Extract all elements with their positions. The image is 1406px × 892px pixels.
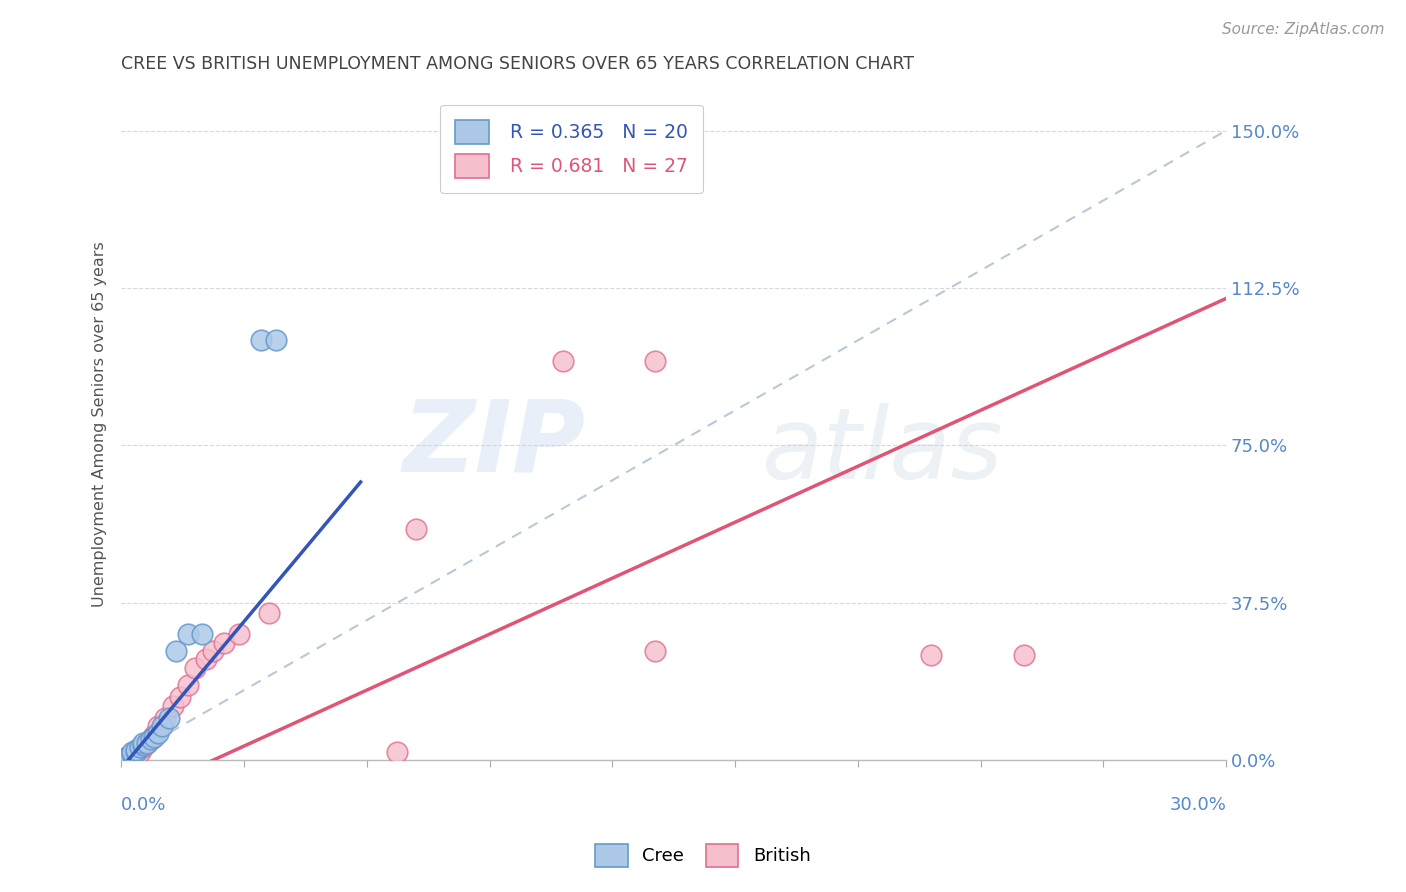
Legend: Cree, British: Cree, British [588, 837, 818, 874]
Point [155, 711, 177, 725]
Point [644, 354, 666, 368]
Point [1012, 648, 1035, 662]
Point [387, 745, 409, 759]
Point [228, 627, 250, 641]
Point [162, 698, 184, 713]
Point [644, 644, 666, 658]
Point [139, 732, 162, 747]
Point [125, 745, 148, 759]
Point [117, 748, 139, 763]
Point [132, 739, 155, 753]
Point [128, 740, 150, 755]
Point [139, 732, 162, 747]
Point [264, 334, 287, 348]
Point [136, 736, 159, 750]
Y-axis label: Unemployment Among Seniors over 65 years: Unemployment Among Seniors over 65 years [93, 242, 107, 607]
Point [146, 719, 169, 733]
Point [194, 652, 217, 666]
Point [114, 751, 136, 765]
Point [157, 711, 180, 725]
Point [250, 334, 273, 348]
Point [257, 606, 280, 620]
Point [114, 751, 136, 765]
Point [121, 747, 143, 761]
Point [143, 728, 166, 742]
Point [125, 742, 148, 756]
Point [150, 719, 173, 733]
Legend:   R = 0.365   N = 20,   R = 0.681   N = 27: R = 0.365 N = 20, R = 0.681 N = 27 [440, 104, 703, 194]
Point [184, 661, 207, 675]
Point [166, 644, 188, 658]
Point [132, 736, 155, 750]
Point [128, 745, 150, 759]
Text: Source: ZipAtlas.com: Source: ZipAtlas.com [1222, 22, 1385, 37]
Point [121, 745, 143, 759]
Point [132, 740, 155, 755]
Text: CREE VS BRITISH UNEMPLOYMENT AMONG SENIORS OVER 65 YEARS CORRELATION CHART: CREE VS BRITISH UNEMPLOYMENT AMONG SENIO… [121, 55, 914, 73]
Point [176, 627, 198, 641]
Point [191, 627, 214, 641]
Point [117, 748, 139, 763]
Point [553, 354, 575, 368]
Point [121, 747, 143, 761]
Point [214, 635, 236, 649]
Text: 0.0%: 0.0% [121, 796, 166, 814]
Point [125, 745, 148, 759]
Point [921, 648, 943, 662]
Point [202, 644, 225, 658]
Text: atlas: atlas [762, 402, 1004, 500]
Point [146, 726, 169, 740]
Point [143, 730, 166, 744]
Point [176, 677, 198, 691]
Point [136, 736, 159, 750]
Text: 30.0%: 30.0% [1170, 796, 1226, 814]
Point [405, 522, 427, 536]
Text: ZIP: ZIP [402, 396, 585, 493]
Point [169, 690, 191, 705]
